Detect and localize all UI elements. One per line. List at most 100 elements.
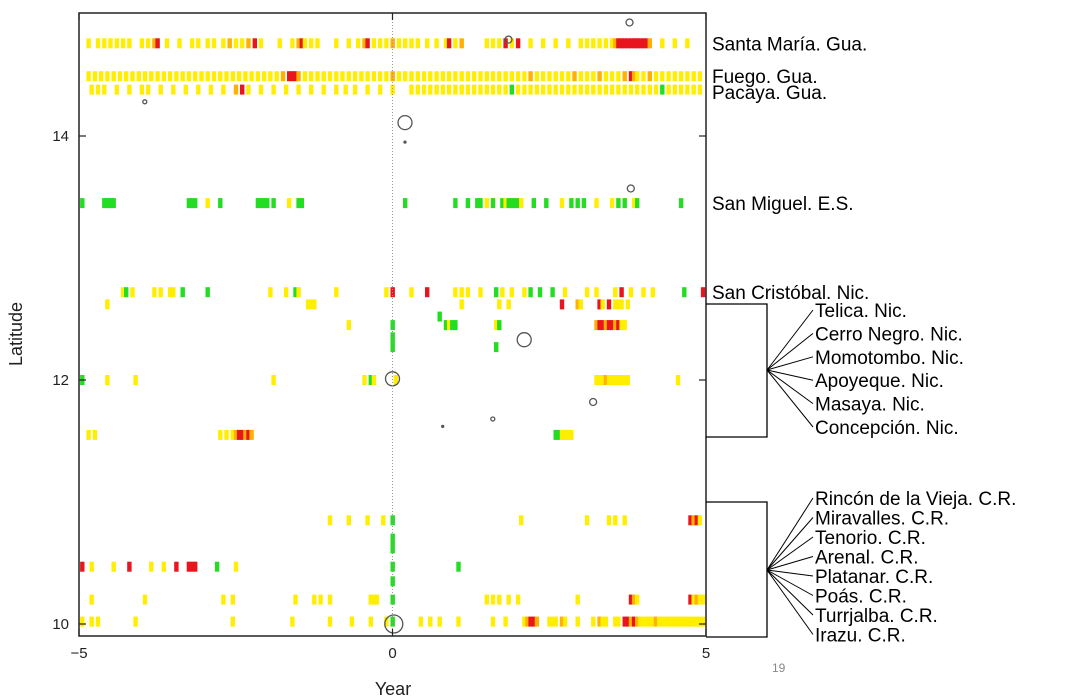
eruption-mark (453, 198, 458, 209)
eruption-mark (678, 616, 684, 627)
eruption-mark (575, 299, 580, 310)
group-volcano-label: Turrjalba. C.R. (815, 606, 938, 627)
eruption-mark (92, 71, 98, 82)
eruption-mark (453, 320, 458, 331)
eruption-mark (635, 616, 640, 627)
eruption-mark (691, 594, 696, 605)
eruption-mark (465, 84, 471, 95)
eruption-mark (694, 594, 699, 605)
eruption-mark (700, 287, 706, 298)
eruption-mark (547, 71, 552, 82)
eruption-mark (390, 616, 395, 627)
eruption-mark (293, 287, 298, 298)
eruption-mark (631, 198, 637, 209)
eruption-mark (619, 38, 624, 49)
eruption-mark (619, 299, 624, 310)
eruption-mark (600, 299, 605, 310)
eruption-mark (246, 38, 251, 49)
eruption-mark (233, 429, 239, 440)
eruption-mark (644, 38, 649, 49)
eruption-mark (635, 84, 640, 95)
eruption-mark (114, 84, 119, 95)
eruption-mark (146, 38, 151, 49)
eruption-mark (603, 71, 609, 82)
eruption-mark (685, 38, 690, 49)
eruption-mark (609, 375, 615, 385)
eruption-mark (616, 616, 621, 627)
eruption-mark (437, 311, 442, 322)
group-leader-line (766, 309, 814, 371)
eruption-mark (647, 616, 652, 627)
eruption-mark (105, 71, 110, 82)
eruption-mark (635, 38, 640, 49)
earthquake-circles-layer (142, 18, 635, 634)
eruption-mark (459, 71, 464, 82)
eruption-mark (609, 84, 615, 95)
eruption-mark (519, 198, 524, 209)
eruption-mark (218, 429, 223, 440)
earthquake-circle (626, 184, 635, 193)
eruption-mark (459, 84, 464, 95)
eruption-mark (694, 616, 699, 627)
eruption-mark (503, 198, 508, 209)
page-number: 19 (772, 661, 786, 675)
eruption-mark (390, 543, 395, 554)
eruption-mark (255, 198, 261, 209)
eruption-mark (365, 71, 370, 82)
eruption-mark (290, 71, 295, 82)
eruption-mark (230, 616, 235, 627)
eruption-mark (158, 84, 163, 95)
eruption-mark (682, 287, 687, 298)
earthquake-circle (397, 114, 413, 131)
eruption-mark (443, 320, 449, 331)
group-bracket (706, 303, 768, 438)
eruption-mark (92, 429, 98, 440)
eruption-mark (691, 84, 696, 95)
eruption-mark (506, 198, 511, 209)
eruption-mark (609, 71, 615, 82)
eruption-mark (205, 71, 210, 82)
eruption-mark (541, 38, 546, 49)
eruption-mark (346, 320, 351, 331)
eruption-mark (591, 71, 596, 82)
y-tick-label: 10 (52, 616, 69, 633)
eruption-mark (396, 71, 402, 82)
eruption-mark (635, 198, 640, 209)
eruption-mark (515, 594, 521, 605)
eruption-mark (437, 616, 442, 627)
eruption-mark (421, 71, 427, 82)
eruption-mark (205, 38, 210, 49)
eruption-mark (189, 561, 195, 572)
eruption-mark (497, 84, 502, 95)
eruption-mark (312, 594, 317, 605)
eruption-mark (227, 38, 232, 49)
eruption-mark (434, 71, 439, 82)
eruption-mark (700, 616, 706, 627)
y-tick-label: 14 (52, 128, 69, 145)
eruption-mark (236, 71, 242, 82)
eruption-mark (503, 84, 508, 95)
eruption-mark (650, 616, 656, 627)
eruption-mark (603, 375, 609, 385)
group-leader-line (766, 569, 814, 577)
eruption-mark (171, 84, 176, 95)
eruption-mark (625, 299, 630, 310)
eruption-mark (221, 84, 226, 95)
eruption-mark (553, 38, 558, 49)
eruption-mark (478, 84, 483, 95)
eruption-mark (321, 84, 326, 95)
eruption-mark (371, 38, 377, 49)
eruption-mark (124, 71, 129, 82)
eruption-mark (497, 38, 502, 49)
eruption-mark (616, 84, 621, 95)
eruption-mark (700, 594, 706, 605)
eruption-mark (625, 616, 630, 627)
eruption-mark (484, 71, 489, 82)
eruption-mark (613, 299, 618, 310)
eruption-mark (628, 71, 634, 82)
eruption-mark (597, 375, 602, 385)
eruption-mark (374, 594, 380, 605)
eruption-mark (268, 287, 273, 298)
eruption-mark (459, 38, 464, 49)
eruption-mark (506, 594, 511, 605)
